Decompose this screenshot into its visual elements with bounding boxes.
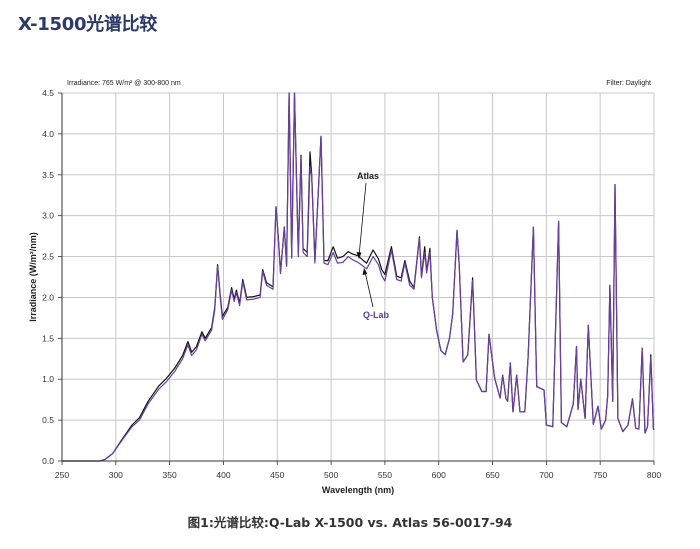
axes: 250 300 350 400 450 500 550 600 650 700 750 800 0.0 0… [42,88,661,480]
x-tick-label: 600 [432,470,446,480]
y-tick-label: 4.5 [42,88,54,98]
x-tick-label: 350 [163,470,177,480]
y-tick-label: 0.5 [42,415,54,425]
annotation-atlas-arrow [358,182,367,257]
annotation-atlas: Atlas [357,171,379,181]
y-axis-label: Irradiance (W/m²/nm) [28,232,38,322]
y-tick-label: 3.0 [42,211,54,221]
arrowhead-icon [356,252,362,259]
y-tick-label: 4.0 [42,129,54,139]
figure-caption: 图1:光谱比较:Q-Lab X-1500 vs. Atlas 56-0017-9… [187,515,513,530]
y-tick-label: 2.5 [42,252,54,262]
annotation-qlab-arrow [364,271,374,308]
series-line-atlas [62,92,655,462]
series-lines [62,92,655,462]
x-axis-label: Wavelength (nm) [322,485,394,495]
x-tick-label: 550 [378,470,392,480]
annotation-qlab: Q-Lab [363,310,390,320]
y-tick-label: 0.0 [42,456,54,466]
y-tick-label: 1.5 [42,333,54,343]
page-title: X-1500光谱比较 [18,14,157,35]
header-right: Filter: Daylight [606,80,651,87]
x-tick-label: 300 [109,470,123,480]
series-line-q-lab [62,92,655,462]
x-tick-label: 800 [647,470,661,480]
x-tick-label: 500 [324,470,338,480]
x-tick-label: 450 [270,470,284,480]
x-tick-label: 650 [485,470,499,480]
x-tick-label: 400 [216,470,230,480]
arrowhead-icon [362,268,368,275]
y-tick-label: 2.0 [42,292,54,302]
y-tick-label: 1.0 [42,374,54,384]
x-tick-label: 700 [539,470,553,480]
grid [62,92,655,461]
header-left: Irradiance: 765 W/m² @ 300-800 nm [67,80,181,87]
y-tick-label: 3.5 [42,170,54,180]
x-tick-label: 250 [55,470,69,480]
x-tick-label: 750 [593,470,607,480]
